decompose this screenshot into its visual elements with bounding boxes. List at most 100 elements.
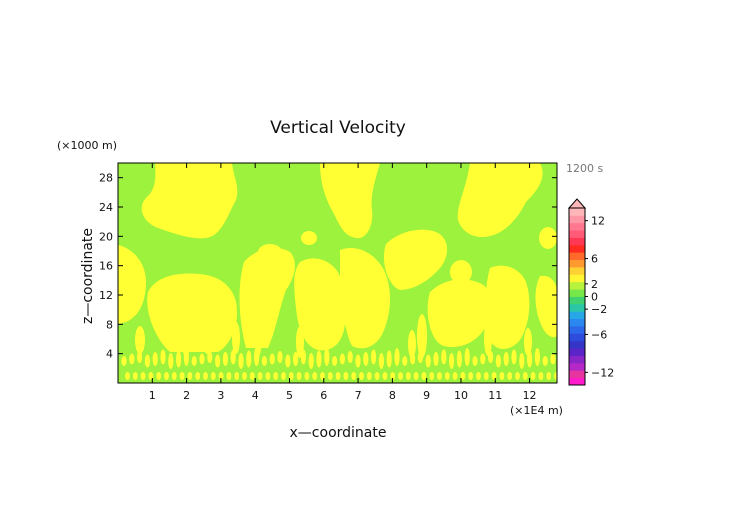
updraft-region	[378, 353, 384, 369]
colorbar-segment	[569, 230, 585, 238]
y-axis-label: z—coordinate	[80, 228, 96, 324]
updraft-region	[125, 372, 130, 380]
updraft-region	[249, 372, 255, 380]
colorbar-segment	[569, 267, 585, 275]
updraft-region	[542, 356, 548, 366]
updraft-region	[366, 372, 372, 380]
colorbar-segment	[569, 355, 585, 364]
colorbar-segment	[569, 252, 585, 261]
updraft-region	[332, 356, 338, 366]
updraft-region	[382, 372, 388, 380]
colorbar-segment	[569, 333, 585, 342]
updraft-region	[539, 227, 557, 249]
y-tick-label: 16	[99, 260, 113, 273]
colorbar-segment	[569, 208, 585, 216]
updraft-region	[421, 372, 427, 380]
updraft-region	[152, 352, 158, 366]
updraft-region	[210, 372, 216, 380]
updraft-region	[238, 353, 244, 369]
updraft-region	[171, 372, 177, 380]
updraft-region	[468, 372, 474, 380]
updraft-region	[222, 352, 228, 366]
updraft-region	[118, 245, 146, 324]
updraft-region	[480, 353, 486, 365]
chart-title: Vertical Velocity	[270, 118, 406, 138]
updraft-region	[503, 352, 509, 366]
colorbar-segment	[569, 362, 585, 371]
updraft-region	[383, 229, 448, 290]
x-tick-label: 1	[149, 389, 156, 402]
colorbar-label: 12	[591, 215, 605, 228]
x-tick-label: 8	[389, 389, 396, 402]
updraft-region	[304, 372, 310, 380]
updraft-region	[218, 372, 224, 380]
updraft-region	[265, 372, 271, 380]
updraft-region	[456, 350, 462, 368]
updraft-region	[141, 163, 238, 239]
updraft-region	[449, 353, 455, 369]
updraft-region	[511, 349, 517, 365]
updraft-region	[269, 353, 275, 365]
updraft-region	[476, 372, 481, 380]
updraft-region	[230, 349, 236, 365]
updraft-region	[277, 351, 283, 363]
updraft-region	[156, 372, 162, 380]
updraft-region	[327, 372, 333, 380]
y-unit-label: (×1000 m)	[57, 139, 117, 152]
updraft-region	[374, 372, 380, 380]
updraft-region	[135, 326, 145, 354]
x-tick-label: 3	[217, 389, 224, 402]
updraft-region	[195, 372, 201, 380]
updraft-region	[351, 372, 357, 380]
updraft-region	[281, 372, 286, 380]
updraft-region	[273, 372, 279, 380]
colorbar-segment	[569, 222, 585, 231]
updraft-region	[417, 314, 427, 358]
updraft-region	[261, 356, 267, 366]
updraft-region	[386, 350, 392, 368]
updraft-region	[355, 354, 361, 368]
updraft-region	[394, 348, 400, 366]
updraft-region	[258, 244, 282, 260]
updraft-region	[398, 372, 403, 380]
updraft-region	[524, 328, 532, 356]
updraft-region	[499, 372, 505, 380]
updraft-region	[343, 372, 349, 380]
colorbar-segment	[569, 326, 585, 334]
colorbar-segment	[569, 296, 585, 305]
colorbar-label: −6	[591, 328, 607, 341]
updraft-region	[176, 350, 182, 368]
updraft-region	[232, 322, 240, 354]
y-tick-label: 24	[99, 201, 113, 214]
colorbar-segment	[569, 237, 585, 246]
updraft-region	[160, 349, 166, 365]
updraft-region	[359, 372, 364, 380]
updraft-region	[137, 351, 143, 363]
updraft-region	[202, 306, 212, 354]
x-tick-label: 12	[523, 389, 537, 402]
updraft-region	[495, 354, 501, 368]
y-tick-label: 20	[99, 230, 113, 243]
colorbar-segment	[569, 348, 585, 356]
updraft-region	[522, 372, 528, 380]
updraft-region	[554, 372, 557, 380]
updraft-region	[491, 372, 497, 380]
updraft-region	[296, 372, 302, 380]
colorbar-segment	[569, 281, 585, 290]
x-tick-label: 7	[355, 389, 362, 402]
updraft-region	[207, 351, 213, 363]
colorbar-label: −12	[591, 366, 614, 379]
updraft-region	[239, 247, 295, 348]
updraft-region	[191, 356, 197, 366]
colorbar-segment	[569, 370, 585, 379]
x-axis-label: x—coordinate	[290, 425, 387, 441]
colorbar-segment	[569, 377, 585, 386]
colorbar-segment	[569, 303, 585, 312]
updraft-region	[507, 372, 513, 380]
updraft-region	[441, 349, 447, 365]
updraft-region	[312, 372, 318, 380]
updraft-region	[485, 265, 530, 349]
y-tick-label: 4	[106, 348, 113, 361]
colorbar-segment	[569, 311, 585, 320]
colorbar-label: −2	[591, 303, 607, 316]
